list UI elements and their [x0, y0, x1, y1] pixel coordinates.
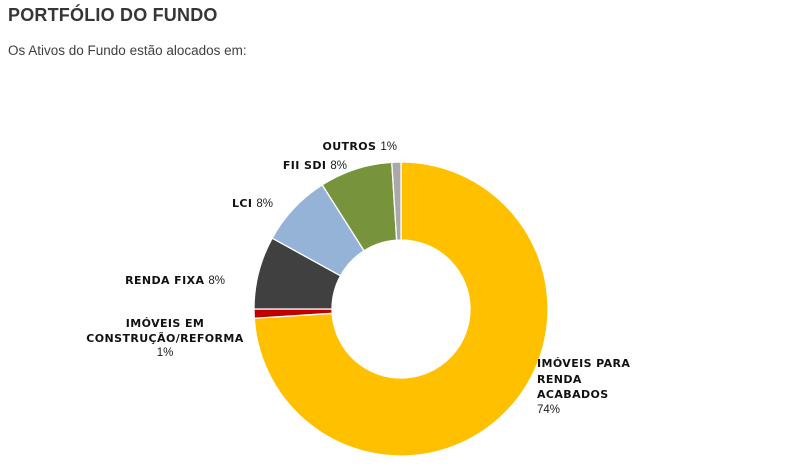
slice-percent: 8%: [256, 198, 273, 210]
donut-slice-1: [253, 161, 549, 457]
slice-percent: 8%: [330, 160, 347, 172]
donut-chart: [253, 161, 549, 457]
slice-percent: 74%: [537, 403, 561, 416]
slice-name: IMÓVEIS EM CONSTRUÇÃO/REFORMA: [86, 317, 244, 345]
slice-percent: 1%: [380, 141, 397, 153]
slice-name: LCI: [232, 197, 253, 210]
slice-label-imoveis-em-construcao-reforma: IMÓVEIS EM CONSTRUÇÃO/REFORMA 1%: [85, 317, 245, 361]
slice-label-renda-fixa: RENDA FIXA 8%: [125, 273, 225, 289]
slice-label-lci: LCI 8%: [232, 196, 273, 212]
donut-slice-6: [391, 161, 402, 241]
slice-name: RENDA FIXA: [125, 274, 205, 287]
slice-name: FII SDI: [282, 159, 327, 172]
slice-label-outros: OUTROS 1%: [322, 139, 397, 155]
slice-percent: 8%: [208, 275, 225, 287]
slice-name: OUTROS: [322, 140, 377, 153]
slice-label-imoveis-para-renda-acabados: IMÓVEIS PARA RENDA ACABADOS 74%: [537, 356, 667, 418]
slice-label-fii-sdi: FII SDI 8%: [283, 158, 347, 174]
page-subtitle: Os Ativos do Fundo estão alocados em:: [8, 43, 247, 58]
slice-name: IMÓVEIS PARA RENDA ACABADOS: [537, 357, 631, 401]
page-title: PORTFÓLIO DO FUNDO: [8, 5, 218, 25]
slice-percent: 1%: [156, 347, 174, 359]
